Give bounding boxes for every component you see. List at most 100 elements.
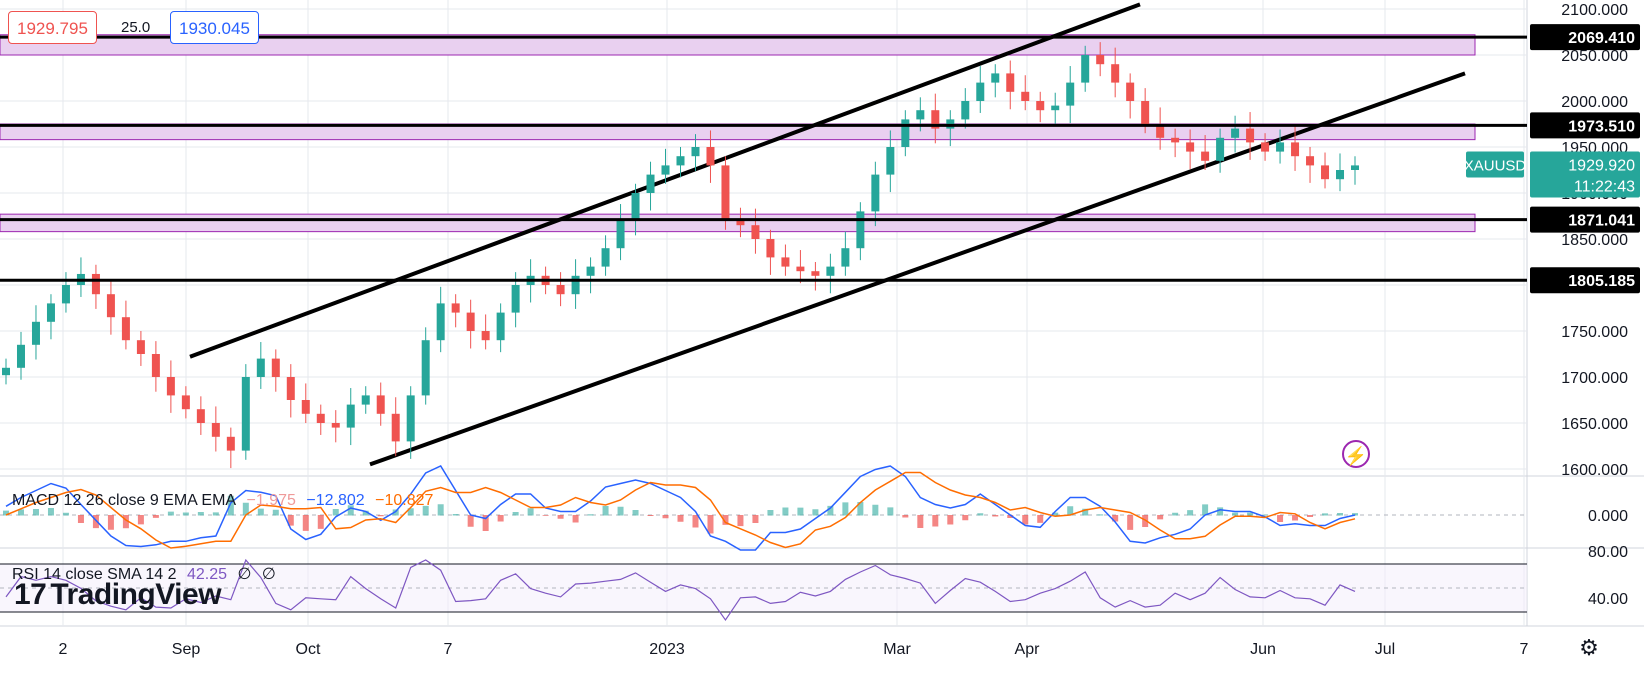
- candle-body: [106, 294, 115, 318]
- macd-hist-bar: [32, 509, 39, 516]
- macd-hist-bar: [482, 515, 489, 531]
- candle-body: [1156, 124, 1165, 138]
- macd-hist-bar: [587, 514, 594, 516]
- macd-hist-bar: [1097, 514, 1104, 516]
- macd-hist-bar: [872, 504, 879, 516]
- candle-body: [346, 404, 355, 428]
- x-tick-label: Jul: [1375, 641, 1395, 658]
- candle-body: [1351, 165, 1359, 170]
- candle-body: [61, 285, 70, 304]
- macd-hist-bar: [1217, 507, 1224, 516]
- macd-hist-bar: [527, 508, 534, 516]
- level-label-0: 2069.410: [1568, 30, 1635, 47]
- macd-hist-bar: [827, 505, 834, 516]
- bar-countdown: 11:22:43: [1574, 178, 1635, 195]
- candle-body: [1096, 55, 1105, 65]
- last-price: 1929.920: [1568, 157, 1635, 174]
- macd-label: MACD 12 26 close 9 EMA EMA: [12, 492, 237, 509]
- macd-hist-bar: [662, 515, 669, 519]
- candle-body: [286, 377, 295, 400]
- rsi-extra-2: ∅: [261, 566, 276, 583]
- macd-hist-bar: [917, 515, 924, 528]
- macd-hist-bar: [947, 515, 954, 525]
- macd-hist-bar: [317, 515, 324, 529]
- y-tick-label: 2050.000: [1561, 48, 1628, 65]
- macd-hist-bar: [287, 515, 294, 526]
- candle-body: [1216, 137, 1225, 161]
- candle-body: [931, 110, 940, 129]
- candle-body: [601, 248, 610, 267]
- candle-body: [766, 239, 775, 258]
- macd-hist-bar: [407, 508, 414, 516]
- macd-hist-bar: [1052, 512, 1059, 516]
- candle-body: [586, 266, 595, 276]
- ask-price-box[interactable]: 1930.045: [170, 11, 259, 44]
- macd-hist-bar: [1322, 513, 1329, 516]
- macd-hist-bar: [92, 515, 99, 529]
- candle-body: [46, 303, 55, 322]
- candle-body: [376, 395, 385, 414]
- candle-body: [1231, 128, 1240, 138]
- level-label-1: 1973.510: [1568, 118, 1635, 135]
- x-tick-label: Apr: [1015, 641, 1041, 658]
- macd-hist-bar: [842, 502, 849, 516]
- x-tick-label: 7: [444, 641, 453, 658]
- rsi-tick-label-low: 40.00: [1588, 591, 1628, 608]
- candle-body: [391, 413, 400, 442]
- macd-hist-bar: [152, 515, 159, 518]
- macd-hist-bar: [737, 515, 744, 527]
- candle-body: [271, 358, 280, 377]
- macd-hist-bar: [362, 510, 369, 516]
- tradingview-logo-text: TradingView: [50, 578, 222, 611]
- macd-hist-bar: [1352, 513, 1358, 516]
- channel-upper-line: [189, 2, 1141, 359]
- x-tick-label: 2: [59, 641, 68, 658]
- signal-line: [5, 471, 1356, 549]
- y-tick-label: 2100.000: [1561, 2, 1628, 19]
- x-tick-label: 2023: [649, 641, 685, 658]
- candle-body: [1081, 55, 1090, 83]
- candle-body: [631, 193, 640, 221]
- rsi-label: RSI 14 close SMA 14 2: [12, 566, 177, 583]
- settings-icon[interactable]: ⚙: [1579, 635, 1599, 660]
- level-label-box-3: [1530, 267, 1640, 294]
- candle-body: [1201, 151, 1210, 161]
- candle-body: [121, 317, 130, 341]
- candle-body: [856, 211, 865, 249]
- y-tick-label: 1850.000: [1561, 232, 1628, 249]
- level-label-box-2: [1530, 206, 1640, 233]
- macd-hist-bar: [167, 511, 174, 516]
- macd-hist-bar: [887, 507, 894, 516]
- macd-hist-bar: [122, 515, 129, 529]
- candle-body: [841, 248, 850, 267]
- candle-body: [151, 354, 160, 377]
- candle-body: [691, 147, 700, 157]
- macd-hist-bar: [1127, 515, 1134, 530]
- macd-hist-bar: [692, 515, 699, 528]
- macd-hist-bar: [857, 502, 864, 516]
- candle-body: [1051, 105, 1060, 111]
- macd-hist-bar: [1037, 515, 1044, 523]
- last-price-box: [1530, 151, 1640, 198]
- macd-hist-bar: [62, 512, 69, 516]
- lightning-icon[interactable]: ⚡: [1342, 440, 1370, 468]
- candle-body: [781, 257, 790, 267]
- macd-hist-bar: [617, 506, 624, 516]
- candle-body: [736, 220, 745, 226]
- macd-legend[interactable]: MACD 12 26 close 9 EMA EMA −1.975 −12.80…: [12, 492, 439, 510]
- candle-body: [1141, 101, 1150, 124]
- bid-price-box[interactable]: 1929.795: [8, 11, 97, 44]
- macd-hist-bar: [677, 515, 684, 522]
- candle-body: [1261, 142, 1270, 152]
- y-tick-label: 1650.000: [1561, 416, 1628, 433]
- rsi-legend[interactable]: RSI 14 close SMA 14 2 42.25 ∅ ∅: [12, 564, 282, 584]
- x-tick-label: 7: [1520, 641, 1529, 658]
- macd-hist-bar: [1202, 504, 1209, 516]
- macd-hist-bar: [722, 515, 729, 525]
- macd-hist-bar: [422, 505, 429, 516]
- candle-body: [1036, 101, 1045, 111]
- candle-body: [406, 395, 415, 442]
- macd-hist-bar: [1142, 515, 1149, 527]
- candle-body: [1306, 156, 1315, 166]
